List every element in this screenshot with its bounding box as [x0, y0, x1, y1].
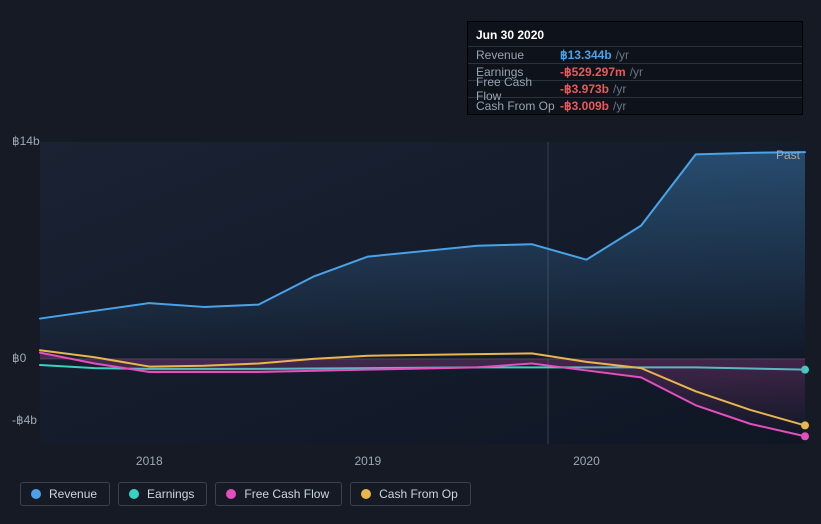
y-tick-label: ฿0	[12, 351, 26, 365]
tooltip-row-unit: /yr	[626, 65, 651, 79]
tooltip-row-value: -฿3.009b	[560, 99, 609, 113]
chart-legend: Revenue Earnings Free Cash Flow Cash From O…	[20, 482, 471, 506]
tooltip-row-label: Cash From Op	[468, 99, 560, 113]
legend-item-cfo[interactable]: Cash From Op	[350, 482, 471, 506]
tooltip-row-unit: /yr	[609, 82, 634, 96]
tooltip-row-label: Revenue	[468, 48, 560, 62]
legend-item-revenue[interactable]: Revenue	[20, 482, 110, 506]
tooltip-row-unit: /yr	[612, 48, 637, 62]
tooltip-row: Revenue฿13.344b/yr	[468, 46, 802, 63]
legend-item-label: Free Cash Flow	[244, 487, 329, 501]
tooltip-row: Free Cash Flow-฿3.973b/yr	[468, 80, 802, 97]
tooltip-row: Cash From Op-฿3.009b/yr	[468, 97, 802, 114]
legend-dot-icon	[226, 489, 236, 499]
legend-dot-icon	[31, 489, 41, 499]
legend-item-earnings[interactable]: Earnings	[118, 482, 207, 506]
tooltip-row-value: -฿529.297m	[560, 65, 626, 79]
tooltip-row-unit: /yr	[609, 99, 634, 113]
tooltip-row-value: ฿13.344b	[560, 48, 612, 62]
legend-item-label: Revenue	[49, 487, 97, 501]
legend-item-fcf[interactable]: Free Cash Flow	[215, 482, 342, 506]
past-label: Past	[776, 148, 800, 162]
chart-tooltip: Jun 30 2020 Revenue฿13.344b/yrEarnings-฿…	[467, 21, 803, 115]
y-tick-label: ฿14b	[12, 134, 40, 148]
tooltip-title: Jun 30 2020	[468, 26, 802, 46]
x-tick-label: 2018	[136, 454, 163, 468]
legend-item-label: Earnings	[147, 487, 194, 501]
chart-root: ฿14b ฿0 -฿4b 2018 2019 2020 Past Jun 30 2020…	[0, 0, 821, 524]
x-tick-label: 2019	[354, 454, 381, 468]
legend-dot-icon	[129, 489, 139, 499]
y-tick-label: -฿4b	[12, 413, 37, 427]
legend-dot-icon	[361, 489, 371, 499]
x-tick-label: 2020	[573, 454, 600, 468]
legend-item-label: Cash From Op	[379, 487, 458, 501]
tooltip-row-value: -฿3.973b	[560, 82, 609, 96]
